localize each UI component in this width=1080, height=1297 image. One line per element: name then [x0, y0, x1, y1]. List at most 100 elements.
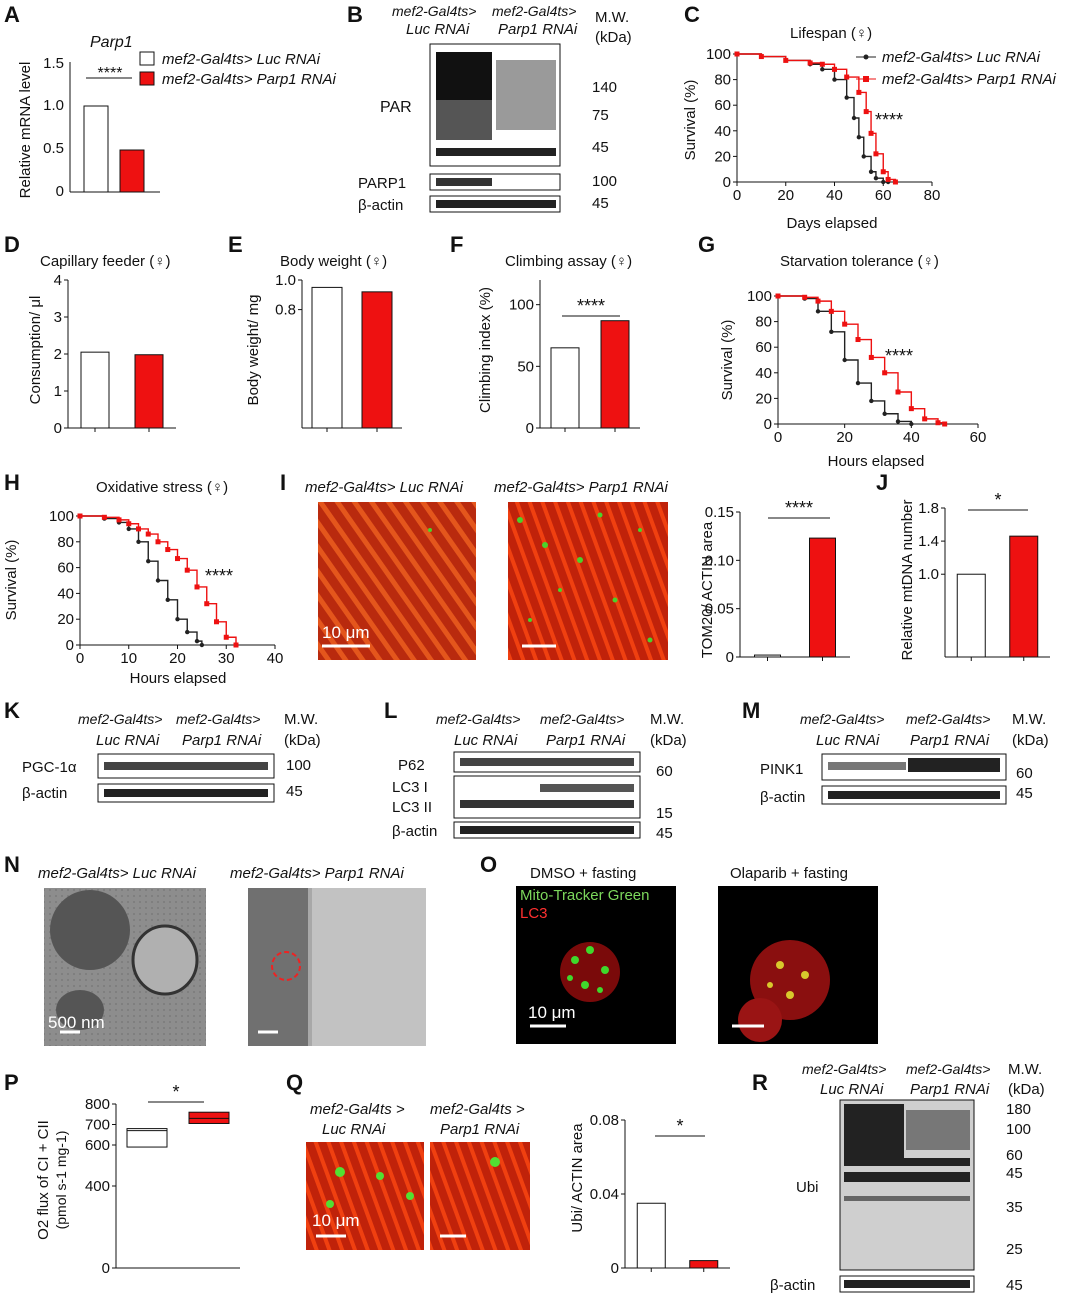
data-point: [855, 380, 861, 386]
y-axis-label: Body weight/ mg: [245, 295, 262, 406]
legend-swatch-parp1: [139, 71, 155, 86]
panel-h: H Oxidative stress (♀) Survival (%) Hour…: [3, 470, 283, 687]
image-label: mef2-Gal4ts> Luc RNAi: [305, 479, 464, 496]
significance: *: [172, 1082, 179, 1102]
data-point: [214, 619, 219, 625]
x-axis-label: Hours elapsed: [828, 453, 925, 470]
bar: [311, 286, 343, 429]
scale-bar-label: 10 μm: [312, 1211, 360, 1230]
blot-header: mef2-Gal4ts>: [906, 1061, 990, 1077]
y-tick-label: 700: [85, 1117, 110, 1134]
row-label: PINK1: [760, 761, 803, 778]
blot-header: Luc RNAi: [820, 1081, 884, 1098]
data-point: [223, 634, 229, 640]
panel-letter: F: [450, 232, 463, 257]
y-tick-label: 0.05: [705, 601, 734, 618]
y-tick-label: 40: [714, 123, 731, 140]
panel-letter: N: [4, 852, 20, 877]
mw-size: 45: [592, 139, 609, 156]
bar: [1009, 535, 1039, 658]
data-point: [909, 421, 914, 427]
bar-chart-i: 0 0.05 0.10 0.15: [705, 504, 850, 666]
panel-letter: L: [384, 698, 397, 723]
data-point: [881, 179, 886, 185]
y-tick-label: 60: [714, 97, 731, 114]
data-point: [863, 109, 869, 115]
data-point: [101, 514, 107, 520]
x-tick-label: 0: [76, 650, 84, 667]
significance: ****: [577, 296, 605, 316]
y-tick-label: 100: [747, 288, 772, 305]
data-point: [783, 57, 789, 63]
x-axis-label: Days elapsed: [787, 215, 878, 232]
image-label: mef2-Gal4ts> Luc RNAi: [38, 865, 197, 882]
panel-letter: M: [742, 698, 760, 723]
x-tick-label: 30: [218, 650, 235, 667]
data-point: [873, 151, 879, 157]
mw-size: 45: [1006, 1165, 1023, 1182]
panel-o: O DMSO + fasting Olaparib + fasting Mito…: [480, 852, 878, 1044]
y-tick-label: 20: [755, 390, 772, 407]
bar: [809, 537, 836, 658]
bar: [600, 320, 630, 429]
mw-size: 15: [656, 805, 673, 822]
blot-header: mef2-Gal4ts>: [436, 711, 520, 727]
y-tick-label: 4: [54, 272, 62, 289]
mw-size: 45: [656, 825, 673, 842]
scale-bar-label: 500 nm: [48, 1013, 105, 1032]
data-point: [832, 77, 837, 82]
data-point: [175, 556, 180, 562]
data-point: [185, 629, 190, 635]
bar-chart-j: 1.0 1.4 1.8: [918, 500, 1050, 661]
mw-size: 25: [1006, 1241, 1023, 1258]
bar: [80, 351, 110, 429]
data-point: [807, 60, 813, 66]
mw-label: M.W.: [284, 711, 318, 728]
data-point: [868, 130, 874, 136]
x-axis-label: Hours elapsed: [130, 670, 227, 687]
y-tick-label: 400: [85, 1178, 110, 1195]
y-tick-label: 2: [54, 346, 62, 363]
panel-i: I mef2-Gal4ts> Luc RNAi mef2-Gal4ts> Par…: [280, 470, 850, 666]
data-point: [935, 420, 941, 426]
data-point: [873, 175, 879, 181]
chart-title: Capillary feeder (♀): [40, 253, 170, 270]
data-point: [868, 169, 874, 174]
data-point: [175, 617, 180, 622]
chart-title: Starvation tolerance (♀): [780, 253, 939, 270]
panel-letter: P: [4, 1070, 19, 1095]
y-tick-label: 3: [54, 309, 62, 326]
image-label: mef2-Gal4ts> Parp1 RNAi: [230, 865, 404, 882]
data-point: [136, 539, 141, 544]
y-tick-label: 0: [726, 649, 734, 666]
y-tick-label: 0.04: [590, 1186, 619, 1203]
data-point: [882, 411, 887, 416]
legend-luc: mef2-Gal4ts> Luc RNAi: [162, 51, 321, 68]
bar-chart-e: 0.8 1.0: [275, 272, 402, 432]
row-label: LC3 II: [392, 799, 432, 816]
data-point: [116, 517, 122, 523]
blot-header: Parp1 RNAi: [546, 732, 626, 749]
y-tick-label: 40: [755, 365, 772, 382]
mw-size: 45: [1006, 1277, 1023, 1294]
bar-chart-q: 0 0.04 0.08: [590, 1112, 730, 1277]
micrograph-parp1: [508, 502, 668, 660]
y-tick-label: 1.0: [275, 272, 296, 289]
y-tick-label: 60: [57, 560, 74, 577]
panel-letter: K: [4, 698, 20, 723]
mw-label: (kDa): [1012, 732, 1049, 749]
y-axis-label: Relative mtDNA number: [899, 500, 916, 661]
micrograph-luc: [306, 1142, 424, 1250]
panel-a: A Parp1 Relative mRNA level 0 0.5 1.0 1.…: [4, 2, 336, 200]
significance: ****: [98, 65, 123, 82]
legend-parp1: mef2-Gal4ts> Parp1 RNAi: [882, 71, 1056, 88]
data-point: [861, 154, 866, 159]
mw-size: 45: [1016, 785, 1033, 802]
data-point: [802, 294, 808, 300]
panel-letter: H: [4, 470, 20, 495]
y-tick-label: 80: [714, 72, 731, 89]
x-tick-label: 40: [826, 187, 843, 204]
mw-size: 35: [1006, 1199, 1023, 1216]
mw-size: 140: [592, 79, 617, 96]
data-point: [165, 547, 171, 553]
